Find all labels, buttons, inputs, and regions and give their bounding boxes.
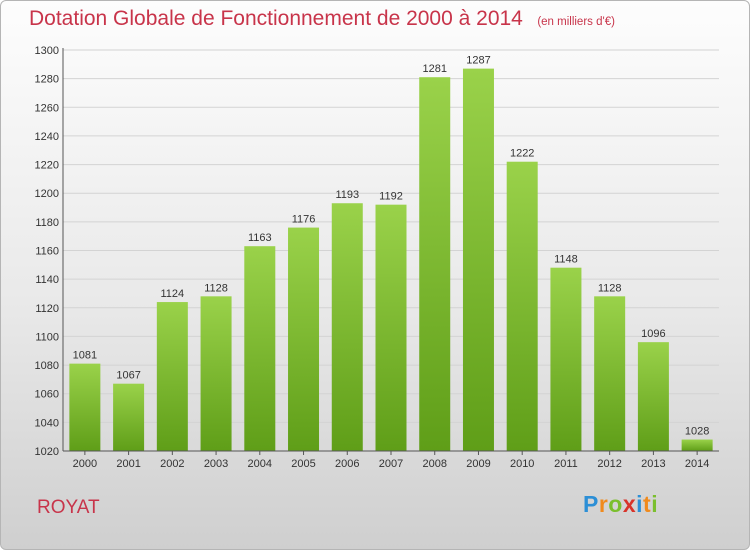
bar-value-label: 1193 [335, 189, 359, 201]
x-tick-label: 2000 [73, 458, 97, 470]
x-tick-label: 2012 [597, 458, 621, 470]
y-tick-label: 1020 [35, 446, 59, 458]
bar-value-label: 1287 [466, 55, 490, 67]
chart-subtitle: (en milliers d'€) [537, 16, 615, 28]
logo-letter: r [598, 491, 609, 517]
y-tick-label: 1040 [35, 417, 59, 429]
bar [288, 227, 320, 451]
x-tick-label: 2009 [466, 458, 490, 470]
bar [637, 342, 669, 451]
bar-value-label: 1281 [422, 63, 446, 75]
bar-value-label: 1163 [248, 232, 272, 244]
bar [69, 363, 101, 451]
bar [200, 296, 232, 451]
bar [156, 302, 188, 451]
x-tick-label: 2010 [510, 458, 534, 470]
x-tick-label: 2013 [641, 458, 665, 470]
bar-value-label: 1148 [554, 254, 578, 266]
x-tick-label: 2014 [685, 458, 709, 470]
y-tick-label: 1260 [35, 102, 59, 114]
bar [594, 296, 626, 451]
bar [506, 161, 538, 451]
bar [331, 203, 363, 451]
y-tick-label: 1300 [35, 45, 59, 57]
proxiti-logo: Proxiti [583, 491, 658, 518]
y-tick-label: 1160 [35, 246, 59, 258]
bar-value-label: 1128 [598, 282, 622, 294]
axes: 1020 1040 1060 1080 1100 1120 1140 1160 1180 1200… [35, 45, 719, 470]
y-tick-label: 1280 [35, 74, 59, 86]
bar-value-label: 1096 [641, 328, 665, 340]
bar [681, 439, 713, 451]
logo-letter: i [636, 491, 644, 517]
logo-letter: P [583, 491, 599, 517]
bar-value-label: 1176 [292, 214, 316, 226]
bar [113, 383, 145, 451]
bar [375, 204, 407, 451]
bar [244, 246, 276, 451]
logo-letter: t [643, 491, 652, 517]
y-tick-label: 1120 [35, 303, 59, 315]
x-tick-label: 2002 [160, 458, 184, 470]
x-tick-label: 2007 [379, 458, 403, 470]
bar [419, 77, 451, 451]
bars: 1081 1067 1124 1128 1163 1176 1193 1192 1281 1287… [69, 55, 713, 451]
y-tick-label: 1100 [35, 331, 59, 343]
x-tick-label: 2011 [554, 458, 578, 470]
bar-value-label: 1128 [204, 282, 228, 294]
bar [462, 68, 494, 451]
chart-title: Dotation Globale de Fonctionnement de 20… [29, 7, 523, 30]
bar-value-label: 1124 [161, 288, 185, 300]
x-tick-label: 2008 [422, 458, 446, 470]
logo-letter: o [608, 491, 623, 517]
y-tick-label: 1140 [35, 274, 59, 286]
y-tick-label: 1060 [35, 389, 59, 401]
bar-value-label: 1067 [116, 370, 140, 382]
x-tick-label: 2006 [335, 458, 359, 470]
y-tick-label: 1240 [35, 131, 59, 143]
title-row: Dotation Globale de Fonctionnement de 20… [29, 7, 615, 31]
x-tick-label: 2005 [291, 458, 315, 470]
bar [550, 267, 582, 451]
y-tick-label: 1080 [35, 360, 59, 372]
y-tick-label: 1180 [35, 217, 59, 229]
x-tick-label: 2003 [204, 458, 228, 470]
x-tick-label: 2001 [116, 458, 140, 470]
logo-letter: i [651, 491, 659, 517]
place-name: ROYAT [37, 497, 100, 518]
bar-value-label: 1192 [379, 191, 403, 203]
y-tick-label: 1220 [35, 160, 59, 172]
bar-value-label: 1028 [685, 426, 709, 438]
logo-letter: x [622, 491, 637, 517]
bar-value-label: 1222 [510, 148, 534, 160]
x-tick-label: 2004 [248, 458, 272, 470]
bar-value-label: 1081 [73, 350, 97, 362]
y-tick-label: 1200 [35, 188, 59, 200]
